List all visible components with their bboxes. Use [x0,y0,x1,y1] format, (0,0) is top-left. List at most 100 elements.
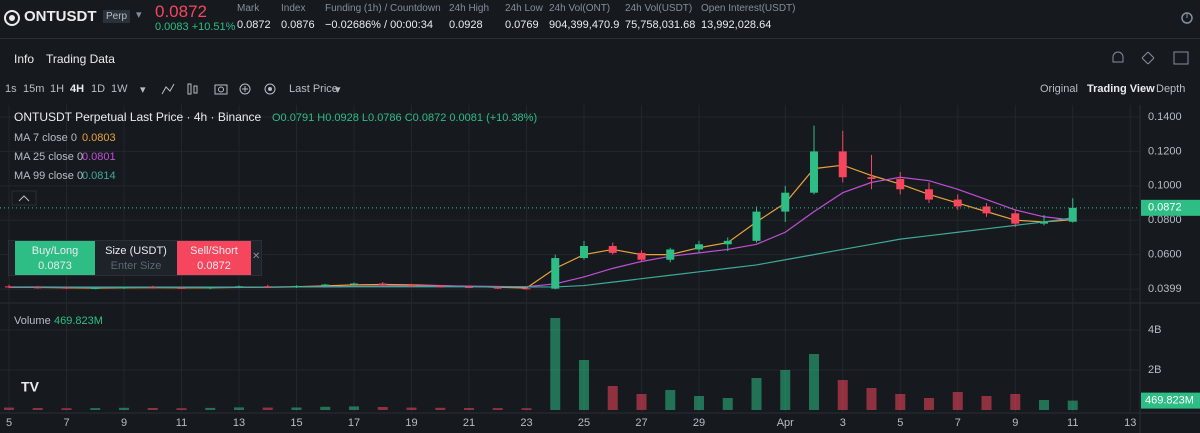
volume-bar [32,408,43,410]
volume-bar [291,407,302,410]
volume-bar [234,407,244,410]
volume-bar [550,318,561,410]
size-placeholder: Enter Size [110,260,162,272]
x-tick-label: Apr [777,417,794,429]
candle-body [1068,207,1077,222]
volume-title: Volume [14,315,51,327]
interval[interactable]: 15m [23,83,45,95]
tool-icons[interactable] [160,81,280,97]
volume-bar [1010,394,1021,410]
interval[interactable]: 1D [91,83,106,95]
size-label: Size (USDT) [105,245,167,257]
volume-bar [205,407,216,410]
volume-legend: 469.823M [54,315,103,327]
candle-body [551,258,560,289]
volume-bar [636,394,647,410]
symbol[interactable]: ONTUSDT [24,8,97,25]
header: ONTUSDT Perp ▾ 0.0872 0.0083 +10.51% Mar… [0,0,1200,39]
candle-body [148,287,157,289]
order-widget: Buy/Long 0.0873 Size (USDT) Enter Size Sel… [8,240,262,276]
candle-body [723,240,732,245]
volume-bar [866,388,877,410]
candle-body [263,286,272,288]
tab[interactable]: Trading Data [46,52,115,66]
y-tick-label: 0.0600 [1148,249,1182,261]
badge: Perp [103,10,131,23]
stat-value: 0.0872 [237,19,271,31]
stat-value: 0.0769 [505,19,539,31]
candle-body [378,283,387,285]
ohlc-legend: O0.0791 H0.0928 L0.0786 C0.0872 0.0081 (… [272,112,537,124]
price: 0.0872 [155,2,207,21]
volume-bar [694,396,704,410]
stat-label: 24h Vol(ONT) [549,3,611,14]
volume-bar [377,407,388,410]
buy-price: 0.0873 [38,260,72,272]
size-input[interactable]: Size (USDT) Enter Size [97,241,175,275]
volume-bar [579,360,589,410]
view-tab[interactable]: Trading View [1087,83,1155,95]
tab[interactable]: Info [14,52,35,66]
volume-bar [722,398,733,410]
x-tick-label: 13 [1124,417,1136,429]
x-tick-label: 19 [405,417,417,429]
dropdown[interactable]: ▾ [140,84,146,96]
chart-title: ONTUSDT Perpetual Last Price · 4h · Bina… [14,110,262,124]
collapse-button [11,190,37,206]
ma-line [9,217,1073,288]
candle-body [522,288,531,290]
volume-bar [665,390,676,410]
volume-bar [809,354,819,410]
candle-body [91,287,100,289]
buy-label: Buy/Long [31,245,79,257]
sell-button[interactable]: Sell/Short 0.0872 [177,241,251,275]
y-tick-label: 0.1000 [1148,180,1182,192]
ma-legend-value: 0.0801 [82,151,116,163]
candle-body [206,287,215,289]
panel-icons[interactable] [1110,48,1195,68]
candle-body [637,252,646,260]
view-tab[interactable]: Depth [1156,83,1186,95]
candle-body [407,284,416,287]
volume-bar [751,378,762,410]
volume-bar [349,406,359,410]
candle-body [1011,213,1020,224]
stat-label: 24h High [449,3,490,14]
logo [4,10,20,26]
x-tick-label: 17 [348,417,360,429]
change: 0.0083 +10.51% [155,21,236,33]
volume-bar [607,386,618,410]
buy-button[interactable]: Buy/Long 0.0873 [15,241,95,275]
volume-bar [952,392,963,410]
candle-body [1040,221,1048,224]
tv-logo: TV [21,379,40,395]
candle-body [436,286,445,288]
price-label-box [1141,199,1200,216]
sell-price: 0.0872 [197,260,231,272]
volume-bar [1067,400,1078,410]
interval[interactable]: 1H [50,83,65,95]
stat-value: 0.0928 [449,19,483,31]
candle-body [838,151,847,178]
settings-icon[interactable] [1180,11,1194,25]
y2-tick-label: 4B [1148,324,1161,336]
dropdown[interactable]: ▾ [335,84,341,96]
volume-bar [320,406,331,410]
y-tick-label: 0.1400 [1148,111,1182,123]
candle-body [580,246,588,259]
y-tick-label: 0.1200 [1148,145,1182,157]
interval[interactable]: 4H [70,83,85,95]
volume-bar [981,396,992,410]
dropdown[interactable]: ▾ [136,9,142,21]
interval[interactable]: 1s [5,83,17,95]
x-tick-label: 3 [840,417,846,429]
price-type[interactable]: Last Price [289,83,338,95]
view-tab[interactable]: Original [1040,83,1078,95]
x-tick-label: 11 [176,417,187,429]
ma-legend-value: 0.0814 [82,170,116,182]
candle-body [810,151,818,193]
close-button[interactable]: ✕ [252,251,261,262]
stat-label: Open Interest(USDT) [701,3,796,14]
interval[interactable]: 1W [111,83,128,95]
